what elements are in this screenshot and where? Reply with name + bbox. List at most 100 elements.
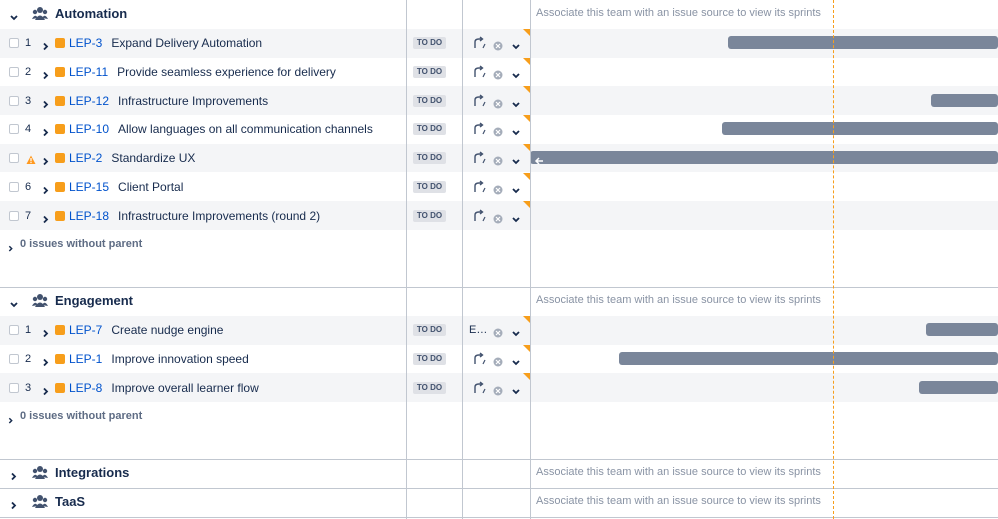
row-menu[interactable] — [511, 182, 521, 200]
status[interactable]: TO DO — [413, 37, 446, 50]
no-parent-issues[interactable]: 0 issues without parent — [20, 410, 143, 422]
status[interactable]: TO DO — [413, 209, 446, 222]
timeline-bar[interactable] — [722, 122, 998, 136]
remove-button[interactable] — [493, 211, 503, 229]
checkbox[interactable] — [9, 95, 19, 106]
row-menu[interactable] — [511, 383, 521, 401]
row-menu[interactable] — [511, 67, 521, 85]
issue-summary[interactable]: Improve overall learner flow — [111, 380, 259, 395]
remove-button[interactable] — [493, 67, 503, 85]
expand-issue[interactable] — [41, 354, 50, 372]
issue-type-icon — [55, 95, 65, 106]
status[interactable]: TO DO — [413, 352, 446, 365]
issue-key[interactable]: LEP-12 — [69, 93, 110, 108]
issue-key[interactable]: LEP-2 — [69, 151, 103, 166]
checkbox[interactable] — [9, 181, 19, 192]
issue-key[interactable]: LEP-10 — [69, 122, 110, 137]
remove-button[interactable] — [493, 354, 503, 372]
team-name[interactable]: Engagement — [55, 292, 134, 308]
checkbox[interactable] — [9, 210, 19, 221]
timeline-bar[interactable] — [619, 351, 998, 365]
checkbox[interactable] — [9, 153, 19, 164]
checkbox[interactable] — [9, 325, 19, 336]
checkbox[interactable] — [9, 124, 19, 135]
expand-issue[interactable] — [41, 182, 50, 200]
issue-summary[interactable]: Client Portal — [118, 179, 184, 194]
row-marker — [523, 344, 530, 352]
expand-issue[interactable] — [41, 38, 50, 56]
remove-button[interactable] — [493, 325, 503, 343]
timeline-bar[interactable] — [530, 151, 998, 165]
rank: 2 — [25, 66, 32, 79]
timeline-bar[interactable] — [926, 323, 998, 337]
issue-type-icon — [55, 67, 65, 78]
expand-issue[interactable] — [41, 153, 50, 171]
expand-issue[interactable] — [41, 211, 50, 229]
row-menu[interactable] — [511, 354, 521, 372]
issue-summary[interactable]: Create nudge engine — [111, 323, 224, 338]
issue-key[interactable]: LEP-7 — [69, 323, 103, 338]
status[interactable]: TO DO — [413, 94, 446, 107]
row-marker — [523, 172, 530, 180]
collapse-toggle[interactable] — [9, 296, 19, 314]
issue-summary[interactable]: Improve innovation speed — [111, 351, 249, 366]
status[interactable]: TO DO — [413, 123, 446, 136]
issue-summary[interactable]: Expand Delivery Automation — [111, 36, 263, 51]
expand-no-parent[interactable] — [7, 242, 14, 256]
group-separator — [0, 287, 998, 288]
expand-issue[interactable] — [41, 325, 50, 343]
team-name[interactable]: TaaS — [55, 494, 86, 509]
expand-issue[interactable] — [41, 96, 50, 114]
issue-summary[interactable]: Allow languages on all communication cha… — [118, 122, 373, 137]
remove-button[interactable] — [493, 182, 503, 200]
expand-issue[interactable] — [41, 383, 50, 401]
issue-key[interactable]: LEP-8 — [69, 380, 103, 395]
timeline-bar[interactable] — [919, 380, 998, 394]
checkbox[interactable] — [9, 353, 19, 364]
remove-button[interactable] — [493, 153, 503, 171]
expand-toggle[interactable] — [9, 497, 18, 515]
checkbox[interactable] — [9, 67, 19, 78]
checkbox[interactable] — [9, 382, 19, 393]
expand-issue[interactable] — [41, 67, 50, 85]
group-separator — [0, 459, 998, 460]
issue-summary[interactable]: Infrastructure Improvements (round 2) — [118, 208, 321, 223]
status[interactable]: TO DO — [413, 324, 446, 337]
status[interactable]: TO DO — [413, 152, 446, 165]
issue-key[interactable]: LEP-18 — [69, 208, 110, 223]
status[interactable]: TO DO — [413, 381, 446, 394]
remove-button[interactable] — [493, 38, 503, 56]
issue-summary[interactable]: Standardize UX — [111, 151, 196, 166]
row-menu[interactable] — [511, 325, 521, 343]
team-name[interactable]: Automation — [55, 6, 128, 21]
team-name[interactable]: Integrations — [55, 465, 130, 480]
row-menu[interactable] — [511, 124, 521, 142]
status[interactable]: TO DO — [413, 180, 446, 193]
status[interactable]: TO DO — [413, 66, 446, 79]
expand-toggle[interactable] — [9, 468, 18, 486]
expand-no-parent[interactable] — [7, 414, 14, 428]
row-menu[interactable] — [511, 153, 521, 171]
row-menu[interactable] — [511, 38, 521, 56]
remove-button[interactable] — [493, 124, 503, 142]
expand-issue[interactable] — [41, 124, 50, 142]
no-parent-issues[interactable]: 0 issues without parent — [20, 237, 143, 250]
issue-summary[interactable]: Provide seamless experience for delivery — [117, 65, 336, 80]
issue-key[interactable]: LEP-1 — [69, 351, 103, 366]
row-menu[interactable] — [511, 96, 521, 114]
dependency-icon — [472, 151, 486, 169]
row-marker — [523, 201, 530, 209]
row-menu[interactable] — [511, 211, 521, 229]
issue-key[interactable]: LEP-15 — [69, 179, 110, 194]
timeline-bar[interactable] — [931, 93, 998, 107]
issue-key[interactable]: LEP-3 — [69, 36, 103, 51]
issue-type-icon — [55, 124, 65, 135]
collapse-toggle[interactable] — [9, 9, 19, 27]
remove-button[interactable] — [493, 383, 503, 401]
checkbox[interactable] — [9, 38, 19, 49]
remove-button[interactable] — [493, 96, 503, 114]
issue-key[interactable]: LEP-11 — [69, 65, 109, 80]
timeline-bar[interactable] — [728, 36, 998, 50]
dependency-icon — [472, 36, 486, 54]
issue-summary[interactable]: Infrastructure Improvements — [118, 93, 269, 108]
